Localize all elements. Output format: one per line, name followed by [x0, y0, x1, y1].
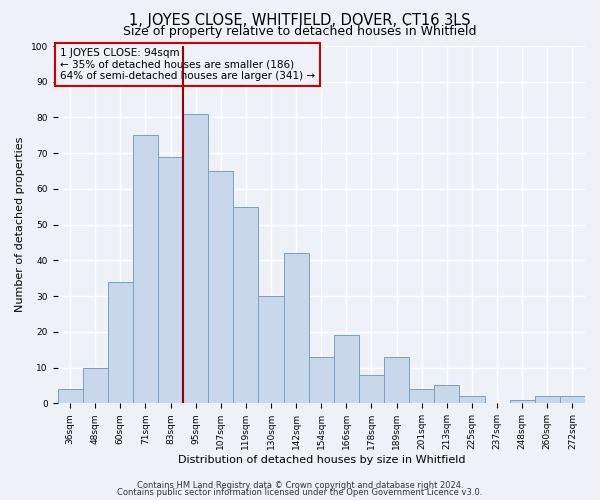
Bar — [58, 389, 83, 404]
Bar — [83, 368, 108, 404]
Bar — [409, 389, 434, 404]
Bar — [133, 136, 158, 404]
Bar — [233, 207, 259, 404]
Bar — [359, 375, 384, 404]
Text: 1, JOYES CLOSE, WHITFIELD, DOVER, CT16 3LS: 1, JOYES CLOSE, WHITFIELD, DOVER, CT16 3… — [129, 12, 471, 28]
Text: Contains HM Land Registry data © Crown copyright and database right 2024.: Contains HM Land Registry data © Crown c… — [137, 480, 463, 490]
Bar — [259, 296, 284, 404]
Bar — [535, 396, 560, 404]
Bar — [309, 357, 334, 404]
Y-axis label: Number of detached properties: Number of detached properties — [15, 137, 25, 312]
Bar — [509, 400, 535, 404]
Text: Size of property relative to detached houses in Whitfield: Size of property relative to detached ho… — [123, 25, 477, 38]
Bar — [208, 171, 233, 404]
Bar — [434, 386, 460, 404]
X-axis label: Distribution of detached houses by size in Whitfield: Distribution of detached houses by size … — [178, 455, 465, 465]
Bar — [384, 357, 409, 404]
Bar — [560, 396, 585, 404]
Bar — [108, 282, 133, 404]
Text: 1 JOYES CLOSE: 94sqm
← 35% of detached houses are smaller (186)
64% of semi-deta: 1 JOYES CLOSE: 94sqm ← 35% of detached h… — [60, 48, 315, 81]
Bar — [158, 157, 183, 404]
Bar — [183, 114, 208, 404]
Bar — [334, 336, 359, 404]
Bar — [460, 396, 485, 404]
Text: Contains public sector information licensed under the Open Government Licence v3: Contains public sector information licen… — [118, 488, 482, 497]
Bar — [284, 254, 309, 404]
